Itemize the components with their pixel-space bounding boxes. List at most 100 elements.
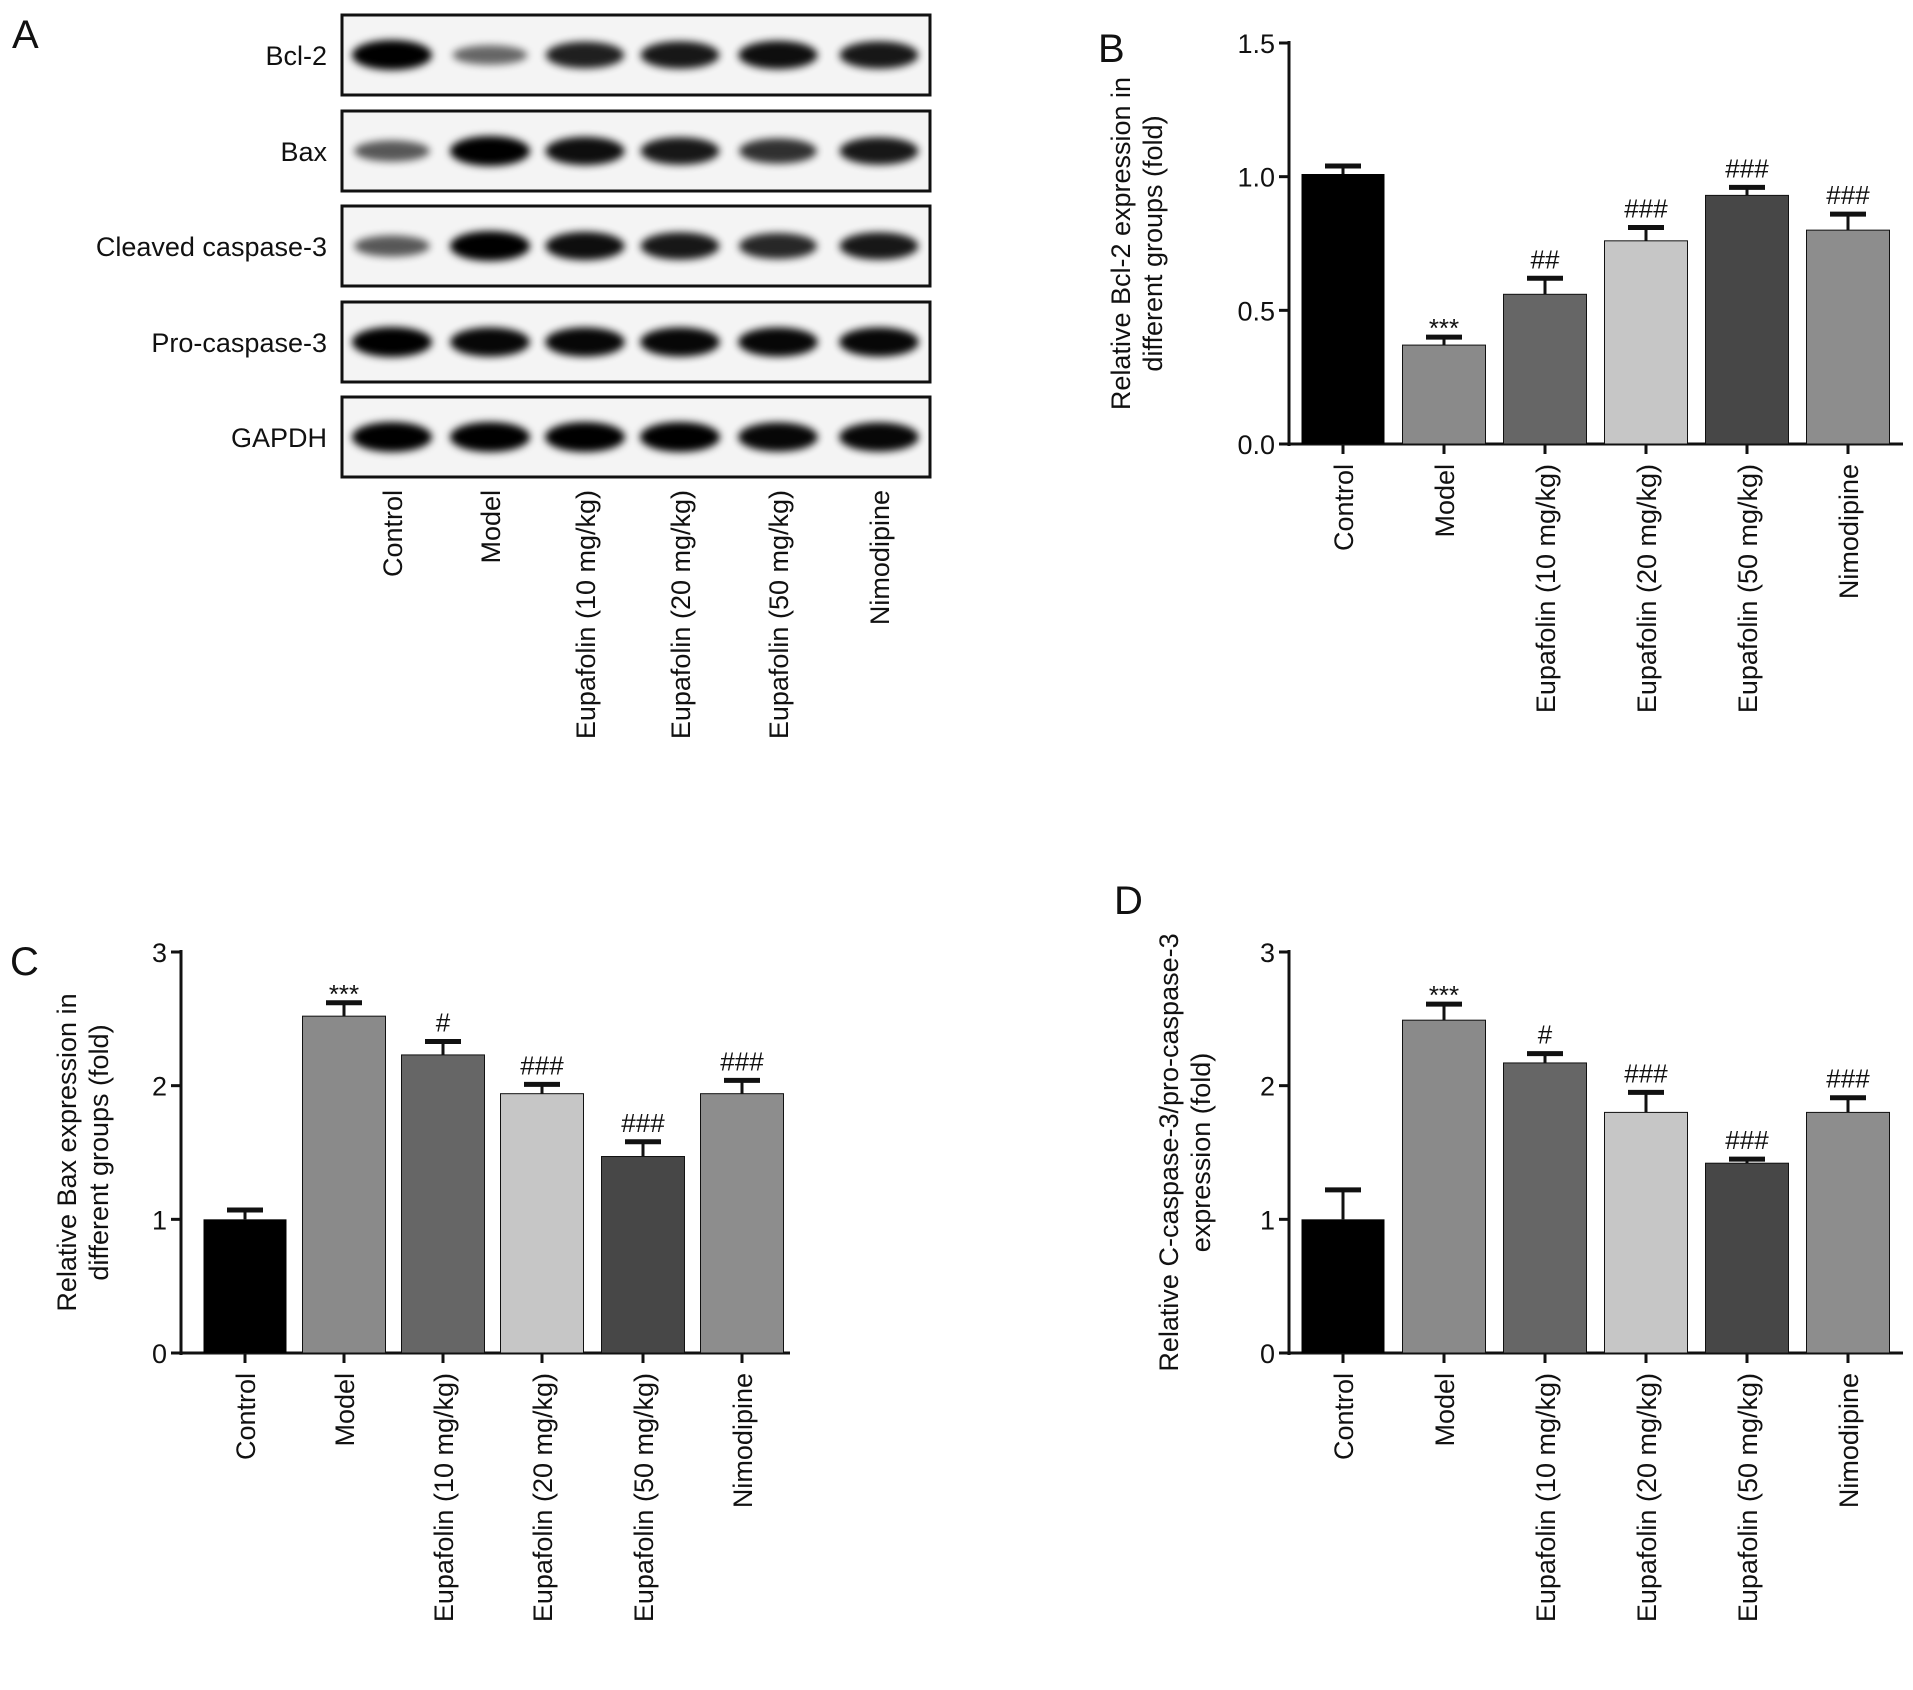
- x-tick-label: Eupafolin (20 mg/kg): [1632, 1373, 1662, 1622]
- y-tick-label: 2: [1260, 1072, 1275, 1102]
- bar: [601, 1156, 685, 1354]
- blot-band: [452, 45, 528, 65]
- bar: [1301, 173, 1385, 444]
- y-tick-label: 3: [1260, 938, 1275, 968]
- x-tick-label: Model: [1430, 1373, 1460, 1447]
- significance-label: ###: [1725, 1125, 1769, 1155]
- bar: [302, 1015, 386, 1354]
- blot-band: [640, 41, 720, 69]
- bar: [1503, 293, 1587, 445]
- y-tick-label: 2: [152, 1072, 167, 1102]
- bar: [1705, 1162, 1789, 1354]
- significance-label: ###: [1725, 153, 1769, 183]
- x-tick-label: Eupafolin (10 mg/kg): [1531, 1373, 1561, 1622]
- blot-band: [545, 327, 625, 357]
- significance-label: ***: [1429, 980, 1459, 1010]
- blot-lane-label: Eupafolin (50 mg/kg): [764, 490, 794, 739]
- x-tick-label: Eupafolin (50 mg/kg): [1733, 464, 1763, 713]
- x-tick-label: Nimodipine: [728, 1373, 758, 1508]
- blot-band: [640, 422, 720, 452]
- blot-band: [839, 137, 919, 165]
- blot-row-label: Cleaved caspase-3: [96, 232, 327, 262]
- panel-a-western-blot: A Bcl-2 Bax Cleaved caspase-3 Pro-caspase-3…: [12, 13, 932, 739]
- significance-label: ###: [621, 1108, 665, 1138]
- blot-band: [640, 137, 720, 165]
- panel-letter-a: A: [12, 13, 39, 57]
- y-tick-label: 0.5: [1237, 296, 1275, 326]
- x-tick-label: Control: [231, 1373, 261, 1460]
- bar: [700, 1093, 784, 1354]
- blot-band: [352, 40, 432, 70]
- blot-row-label: GAPDH: [231, 423, 327, 453]
- significance-label: ###: [720, 1046, 764, 1076]
- blot-row-frame: [340, 109, 932, 193]
- bar-charts: B 0.0 0.5 1.0 1.5 Relative Bcl-2 expression i…: [10, 27, 1903, 1622]
- significance-label: ###: [1826, 180, 1870, 210]
- chart-panel-c: C 0 1 2 3 Relative Bax expression in different…: [10, 938, 790, 1622]
- panel-letter: C: [10, 940, 39, 984]
- blot-row-frame: [340, 300, 932, 384]
- y-tick-label: 0: [1260, 1339, 1275, 1369]
- y-tick-label: 1.0: [1237, 163, 1275, 193]
- significance-label: ***: [1429, 313, 1459, 343]
- bar: [500, 1093, 584, 1354]
- x-tick-label: Eupafolin (50 mg/kg): [1733, 1373, 1763, 1622]
- x-tick-label: Eupafolin (10 mg/kg): [1531, 464, 1561, 713]
- y-axis-label: different groups (fold): [84, 1024, 114, 1280]
- bar: [1301, 1219, 1385, 1353]
- blot-band: [739, 138, 817, 164]
- blot-band: [738, 422, 818, 452]
- y-tick-label: 0: [152, 1339, 167, 1369]
- blot-band: [640, 232, 720, 260]
- bar: [1604, 1111, 1688, 1354]
- blot-band: [545, 41, 625, 69]
- bar: [1806, 1111, 1890, 1354]
- bar: [1503, 1062, 1587, 1354]
- bar: [203, 1219, 287, 1353]
- y-axis-label: different groups (fold): [1138, 115, 1168, 371]
- y-axis-label: Relative Bcl-2 expression in: [1106, 77, 1136, 410]
- blot-lane-label: Eupafolin (20 mg/kg): [666, 490, 696, 739]
- y-tick-label: 0.0: [1237, 430, 1275, 460]
- blot-row-frame: [340, 395, 932, 479]
- blot-lane-label: Control: [378, 490, 408, 577]
- blot-band: [640, 327, 720, 357]
- x-tick-label: Control: [1329, 1373, 1359, 1460]
- x-tick-label: Eupafolin (20 mg/kg): [528, 1373, 558, 1622]
- x-tick-label: Control: [1329, 464, 1359, 551]
- significance-label: ###: [520, 1050, 564, 1080]
- bar: [1604, 240, 1688, 445]
- x-tick-label: Nimodipine: [1834, 1373, 1864, 1508]
- blot-band: [839, 232, 919, 260]
- blot-band: [545, 422, 625, 452]
- x-tick-label: Eupafolin (50 mg/kg): [629, 1373, 659, 1622]
- blot-band: [354, 140, 430, 162]
- chart-panel-d: D 0 1 2 3 Relative C-caspase-3/pro-caspase-3 e…: [1114, 879, 1903, 1622]
- y-axis-label: expression (fold): [1186, 1053, 1216, 1253]
- y-tick-label: 1.5: [1237, 29, 1275, 59]
- x-tick-label: Model: [1430, 464, 1460, 538]
- blot-band: [450, 327, 530, 357]
- blot-band: [352, 422, 432, 452]
- blot-band: [545, 136, 625, 166]
- significance-label: #: [436, 1008, 451, 1038]
- blot-band: [738, 40, 818, 70]
- y-tick-label: 3: [152, 938, 167, 968]
- significance-label: ###: [1624, 1058, 1668, 1088]
- blot-band: [450, 231, 530, 261]
- blot-band: [839, 422, 919, 452]
- y-tick-label: 1: [1260, 1205, 1275, 1235]
- bar: [1705, 194, 1789, 445]
- panel-letter: B: [1098, 27, 1125, 71]
- blot-band: [738, 327, 818, 357]
- significance-label: ###: [1624, 193, 1668, 223]
- blot-band: [839, 41, 919, 69]
- blot-row-label: Pro-caspase-3: [151, 328, 327, 358]
- bar: [1806, 229, 1890, 445]
- panel-letter: D: [1114, 879, 1143, 923]
- blot-lane-label: Nimodipine: [865, 490, 895, 625]
- bar: [1402, 344, 1486, 445]
- significance-label: ##: [1531, 244, 1560, 274]
- blot-band: [450, 422, 530, 452]
